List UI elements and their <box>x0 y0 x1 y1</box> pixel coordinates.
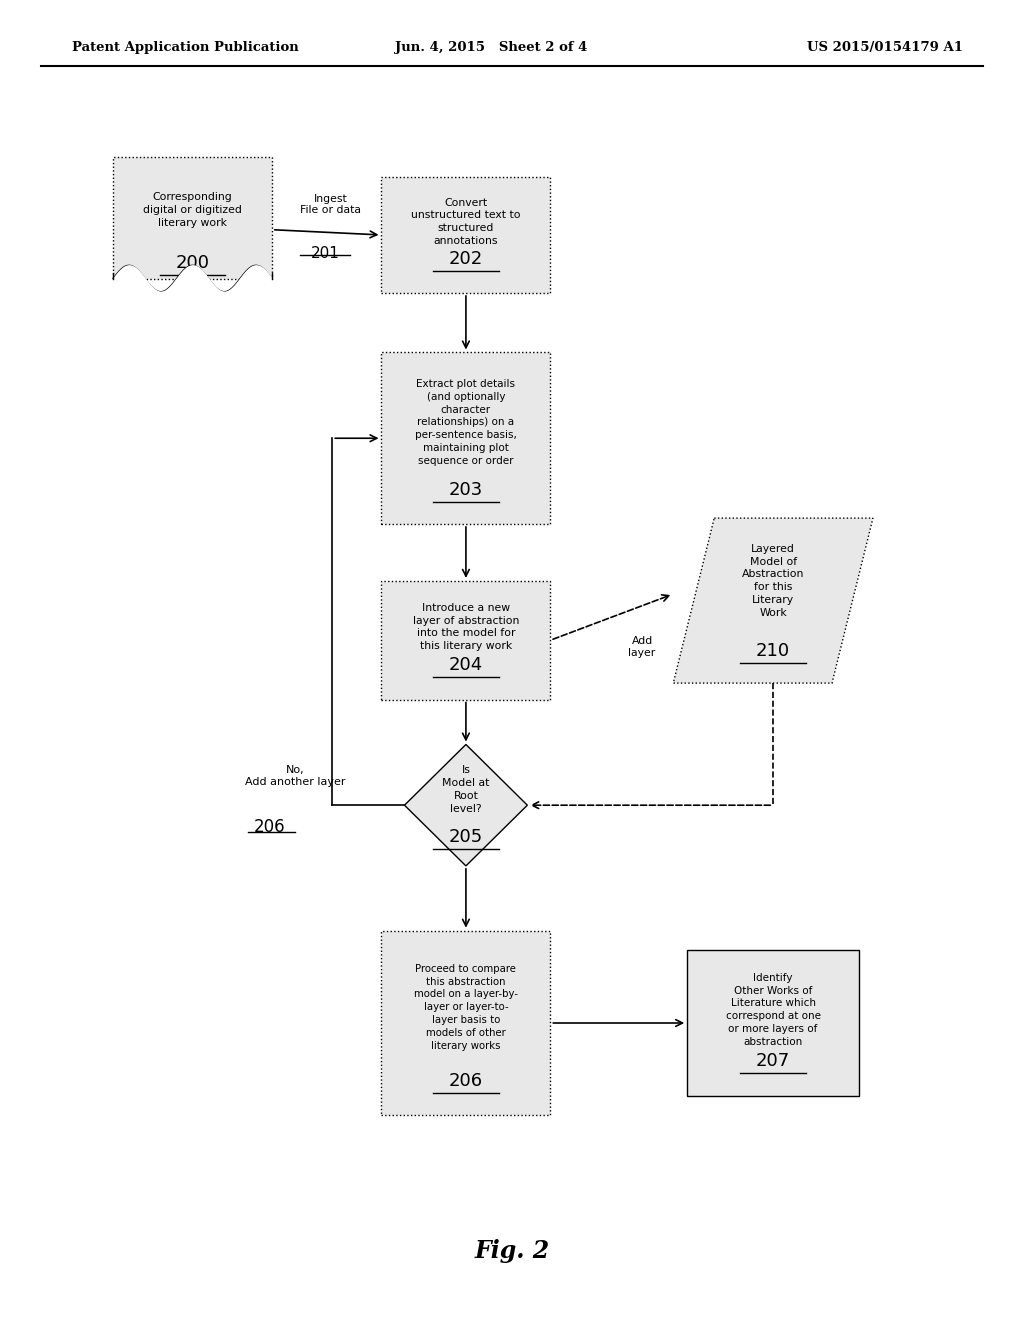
Bar <box>687 950 859 1096</box>
Text: Convert
unstructured text to
structured
annotations: Convert unstructured text to structured … <box>412 198 520 246</box>
Text: 202: 202 <box>449 249 483 268</box>
Text: 205: 205 <box>449 828 483 846</box>
Bar <box>381 352 551 524</box>
Text: Is
Model at
Root
level?: Is Model at Root level? <box>442 766 489 813</box>
Text: 200: 200 <box>175 253 210 272</box>
Text: Identify
Other Works of
Literature which
correspond at one
or more layers of
abs: Identify Other Works of Literature which… <box>726 973 820 1047</box>
Text: Proceed to compare
this abstraction
model on a layer-by-
layer or layer-to-
laye: Proceed to compare this abstraction mode… <box>414 964 518 1051</box>
Text: 207: 207 <box>756 1052 791 1071</box>
Text: Extract plot details
(and optionally
character
relationships) on a
per-sentence : Extract plot details (and optionally cha… <box>415 379 517 466</box>
Text: Fig. 2: Fig. 2 <box>474 1239 550 1263</box>
Text: Patent Application Publication: Patent Application Publication <box>72 41 298 54</box>
Text: 203: 203 <box>449 480 483 499</box>
Text: Add
layer: Add layer <box>629 636 655 657</box>
Text: Jun. 4, 2015   Sheet 2 of 4: Jun. 4, 2015 Sheet 2 of 4 <box>395 41 588 54</box>
Bar <box>381 581 551 700</box>
Text: 210: 210 <box>756 643 791 660</box>
Bar <box>113 157 272 279</box>
Text: Corresponding
digital or digitized
literary work: Corresponding digital or digitized liter… <box>143 193 242 227</box>
Bar <box>381 177 551 293</box>
Polygon shape <box>674 517 872 682</box>
Polygon shape <box>404 744 527 866</box>
Text: Ingest
File or data: Ingest File or data <box>300 194 361 215</box>
Text: Layered
Model of
Abstraction
for this
Literary
Work: Layered Model of Abstraction for this Li… <box>742 544 804 618</box>
Text: 206: 206 <box>449 1072 483 1090</box>
Text: US 2015/0154179 A1: US 2015/0154179 A1 <box>807 41 963 54</box>
Text: Introduce a new
layer of abstraction
into the model for
this literary work: Introduce a new layer of abstraction int… <box>413 603 519 651</box>
Text: No,
Add another layer: No, Add another layer <box>245 766 345 787</box>
Text: 206: 206 <box>254 818 285 837</box>
Text: 204: 204 <box>449 656 483 675</box>
Bar <box>381 931 551 1115</box>
Text: 201: 201 <box>311 246 340 260</box>
